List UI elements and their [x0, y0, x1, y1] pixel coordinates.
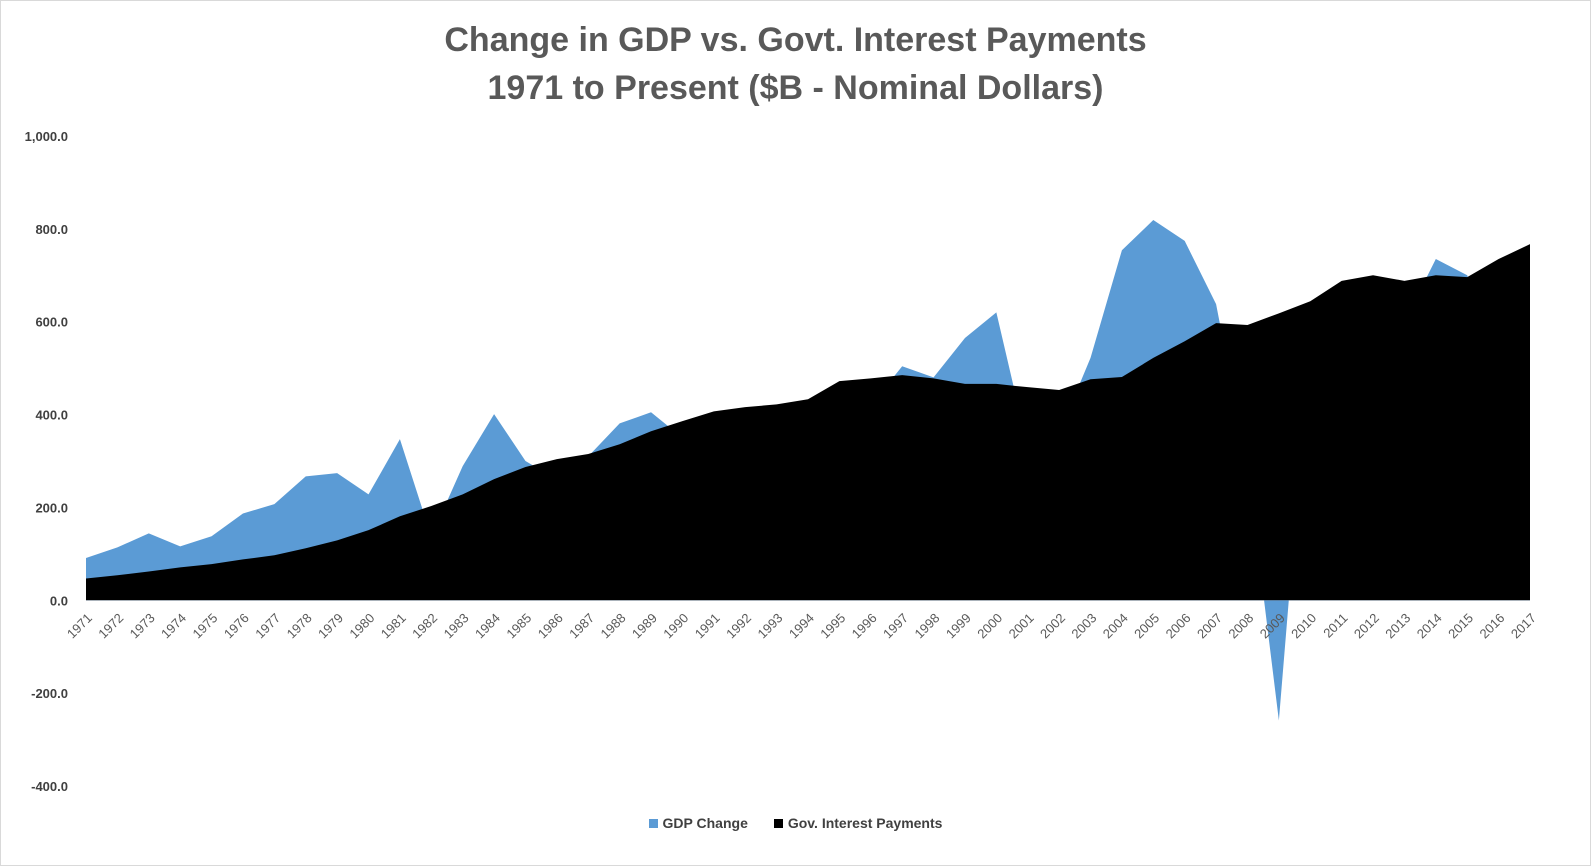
x-tick-label: 2006: [1163, 610, 1194, 641]
chart-title: Change in GDP vs. Govt. Interest Payment…: [444, 21, 1147, 59]
x-tick-label: 1988: [598, 610, 629, 641]
y-tick-label: 1,000.0: [25, 129, 68, 144]
x-tick-label: 1982: [409, 610, 440, 641]
legend-label-gdp: GDP Change: [662, 815, 748, 831]
x-tick-label: 1971: [64, 610, 95, 641]
y-tick-label: -200.0: [31, 686, 68, 701]
x-tick-label: 1977: [252, 610, 283, 641]
x-tick-label: 1981: [378, 610, 409, 641]
legend-swatch-gdp: [648, 818, 658, 828]
legend-item-interest: Gov. Interest Payments: [773, 815, 943, 831]
x-tick-label: 2012: [1351, 610, 1382, 641]
x-tick-label: 1998: [911, 610, 942, 641]
x-tick-label: 2001: [1006, 610, 1037, 641]
x-tick-label: 1993: [755, 610, 786, 641]
x-tick-label: 1990: [660, 610, 691, 641]
x-tick-label: 1974: [158, 610, 189, 641]
x-tick-label: 2011: [1320, 610, 1350, 640]
x-tick-label: 1996: [849, 610, 880, 641]
x-tick-label: 2007: [1194, 610, 1225, 641]
x-tick-label: 1975: [189, 610, 220, 641]
y-tick-label: 400.0: [35, 408, 68, 423]
x-tick-label: 2008: [1225, 610, 1256, 641]
y-tick-label: 200.0: [35, 500, 68, 515]
x-tick-label: 1978: [284, 610, 315, 641]
x-tick-label: 1987: [566, 610, 597, 641]
x-tick-label: 1991: [692, 610, 723, 641]
y-tick-label: -400.0: [31, 779, 68, 794]
x-tick-label: 2015: [1445, 610, 1476, 641]
x-tick-label: 1972: [95, 610, 126, 641]
x-tick-label: 1985: [503, 610, 534, 641]
x-tick-label: 1992: [723, 610, 754, 641]
x-tick-label: 1997: [880, 610, 911, 641]
x-tick-label: 1994: [786, 610, 817, 641]
x-tick-label: 1989: [629, 610, 660, 641]
legend-label-interest: Gov. Interest Payments: [787, 815, 943, 831]
x-tick-label: 2000: [974, 610, 1005, 641]
y-tick-label: 0.0: [50, 593, 68, 608]
x-tick-label: 2005: [1131, 610, 1162, 641]
y-tick-label: 800.0: [35, 222, 68, 237]
x-tick-label: 1976: [221, 610, 252, 641]
x-tick-label: 1973: [127, 610, 158, 641]
y-tick-label: 600.0: [35, 315, 68, 330]
x-tick-label: 1999: [943, 610, 974, 641]
x-tick-label: 2003: [1068, 610, 1099, 641]
x-tick-label: 2004: [1100, 610, 1131, 641]
x-tick-label: 2017: [1508, 610, 1539, 641]
x-tick-label: 2013: [1382, 610, 1413, 641]
x-tick-label: 2016: [1477, 610, 1508, 641]
area-interest-payments: [86, 244, 1530, 601]
x-tick-label: 2010: [1288, 610, 1319, 641]
x-tick-label: 2014: [1414, 610, 1445, 641]
x-tick-label: 1986: [535, 610, 566, 641]
x-tick-label: 2002: [1037, 610, 1068, 641]
x-tick-label: 1984: [472, 610, 503, 641]
x-tick-label: 1979: [315, 610, 346, 641]
x-tick-label: 1980: [346, 610, 377, 641]
legend-item-gdp: GDP Change: [648, 815, 748, 831]
chart-subtitle: 1971 to Present ($B - Nominal Dollars): [487, 69, 1104, 107]
x-tick-label: 1995: [817, 610, 848, 641]
legend: GDP Change Gov. Interest Payments: [1, 815, 1590, 831]
x-tick-label: 1983: [441, 610, 472, 641]
legend-swatch-interest: [773, 818, 783, 828]
